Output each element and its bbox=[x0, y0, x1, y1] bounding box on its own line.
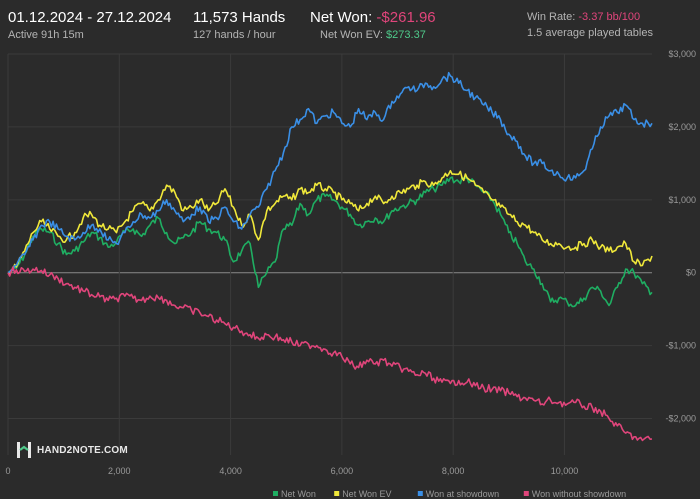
hands-per-hour: 127 hands / hour bbox=[193, 29, 276, 41]
x-tick-label: 10,000 bbox=[551, 466, 579, 476]
y-tick-label: $3,000 bbox=[668, 49, 696, 59]
active-time: Active 91h 15m bbox=[8, 29, 84, 41]
legend-label: Net Won bbox=[281, 489, 316, 499]
net-won-value: -$261.96 bbox=[376, 9, 436, 26]
win-rate-label: Win Rate: bbox=[527, 11, 576, 23]
grid bbox=[7, 53, 652, 455]
win-rate-value: -3.37 bb/100 bbox=[578, 11, 641, 23]
series-lines bbox=[7, 71, 653, 442]
logo-text: HAND2NOTE.COM bbox=[37, 444, 128, 456]
legend-swatch bbox=[334, 491, 340, 496]
hand2note-logo: HAND2NOTE.COM bbox=[16, 441, 128, 459]
legend-label: Won without showdown bbox=[532, 489, 626, 499]
net-won-ev-label: Net Won EV: bbox=[320, 29, 383, 41]
net-won-ev: Net Won EV: $273.37 bbox=[320, 29, 426, 41]
y-axis-ticks: -$2,000 -$1,000 $0 $1,000 $2,000 $3,000 bbox=[665, 49, 696, 424]
hand2note-logo-icon bbox=[17, 442, 31, 458]
y-tick-label: -$1,000 bbox=[665, 341, 696, 351]
hands-count: 11,573 Hands bbox=[193, 9, 286, 26]
y-tick-label: -$2,000 bbox=[665, 414, 696, 424]
x-tick-label: 4,000 bbox=[219, 466, 242, 476]
legend-swatch bbox=[523, 491, 529, 496]
legend: Net Won Net Won EV Won at showdown Won with… bbox=[273, 489, 626, 499]
series-line-won-without-showdown bbox=[7, 266, 653, 442]
y-tick-label: $1,000 bbox=[668, 195, 696, 205]
average-tables: 1.5 average played tables bbox=[527, 27, 653, 39]
series-line-net-won-ev bbox=[7, 169, 653, 275]
legend-label: Net Won EV bbox=[342, 489, 391, 499]
y-tick-label: $0 bbox=[686, 268, 696, 278]
win-rate: Win Rate: -3.37 bb/100 bbox=[527, 11, 640, 23]
legend-item: Won without showdown bbox=[523, 489, 626, 499]
net-won: Net Won: -$261.96 bbox=[310, 9, 436, 26]
x-tick-label: 2,000 bbox=[108, 466, 131, 476]
date-range: 01.12.2024 - 27.12.2024 bbox=[8, 9, 172, 26]
net-won-label: Net Won: bbox=[310, 9, 373, 26]
x-tick-label: 8,000 bbox=[442, 466, 465, 476]
legend-item: Net Won bbox=[273, 489, 316, 499]
net-won-ev-value: $273.37 bbox=[386, 29, 426, 41]
legend-swatch bbox=[417, 491, 423, 496]
series-line-net-won bbox=[7, 176, 653, 308]
legend-item: Net Won EV bbox=[334, 489, 392, 499]
y-tick-label: $2,000 bbox=[668, 122, 696, 132]
legend-label: Won at showdown bbox=[426, 489, 499, 499]
legend-item: Won at showdown bbox=[417, 489, 499, 499]
x-axis-ticks: 0 2,000 4,000 6,000 8,000 10,000 bbox=[5, 466, 578, 476]
legend-swatch bbox=[273, 491, 278, 496]
x-tick-label: 0 bbox=[5, 466, 10, 476]
series-line-won-at-showdown bbox=[7, 71, 653, 274]
x-tick-label: 6,000 bbox=[331, 466, 354, 476]
